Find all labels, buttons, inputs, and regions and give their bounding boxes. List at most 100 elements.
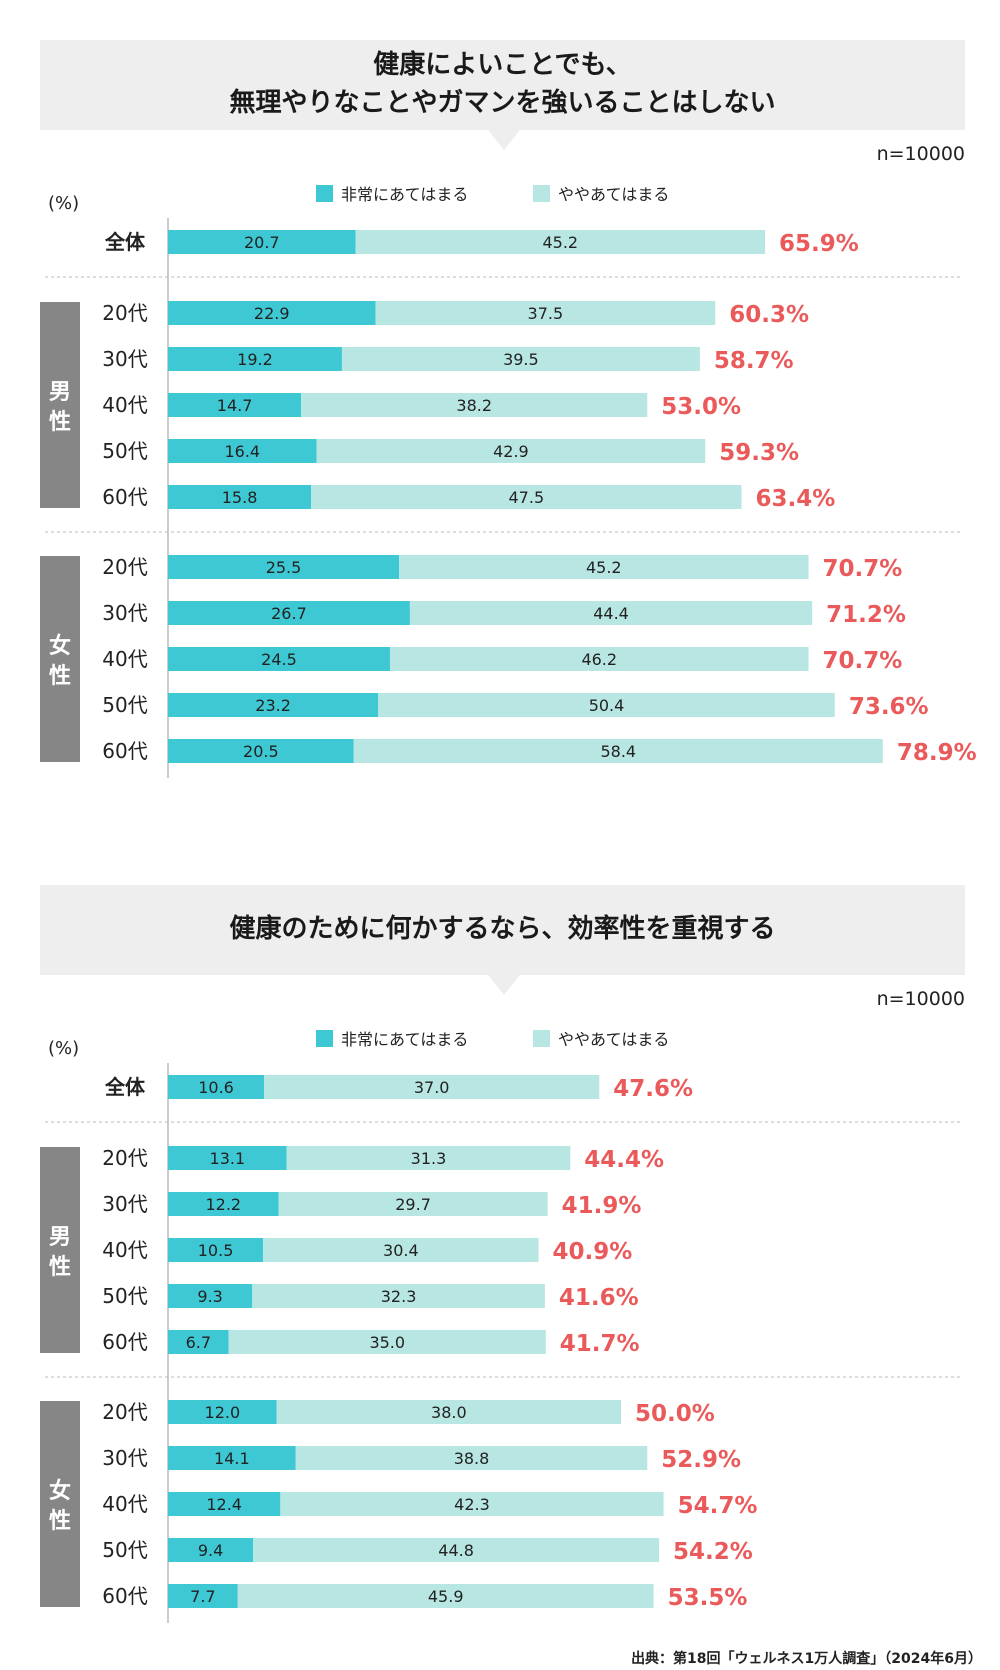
- unit-label: (%): [48, 193, 80, 214]
- bar-strong: [168, 739, 354, 763]
- bar-strong: [168, 555, 400, 579]
- total-label: 53.0%: [661, 394, 741, 420]
- total-label: 44.4%: [584, 1147, 664, 1173]
- category-label: 30代: [102, 601, 147, 625]
- value-label-some: 50.4: [589, 696, 625, 715]
- value-label-some: 38.0: [431, 1403, 467, 1422]
- value-label-strong: 22.9: [254, 304, 290, 323]
- title-pointer: [488, 975, 520, 995]
- category-label: 30代: [102, 347, 147, 371]
- bar-some: [378, 693, 835, 717]
- bar-strong: [168, 1284, 253, 1308]
- bar-some: [355, 230, 766, 254]
- total-label: 78.9%: [897, 740, 977, 766]
- value-label-some: 47.5: [509, 488, 545, 507]
- total-label: 40.9%: [553, 1239, 633, 1265]
- total-label: 60.3%: [729, 302, 809, 328]
- chart-panel-1: 健康によいことでも、 無理やりなことやガマンを強いることはしない n=10000…: [0, 0, 1000, 800]
- value-label-some: 38.8: [454, 1449, 490, 1468]
- legend-label-strong: 非常にあてはまる: [341, 185, 469, 204]
- value-label-strong: 19.2: [237, 350, 273, 369]
- source-note: 出典：第18回「ウェルネス1万人調査」（2024年6月）: [631, 1651, 982, 1667]
- legend-swatch-some: [533, 184, 550, 202]
- value-label-strong: 10.5: [198, 1241, 234, 1260]
- bar-strong: [168, 393, 302, 417]
- bar-strong: [168, 301, 376, 325]
- bar-some: [263, 1238, 539, 1262]
- group-label-male: 男性: [49, 380, 71, 435]
- total-label: 59.3%: [719, 440, 799, 466]
- value-label-some: 31.3: [411, 1149, 447, 1168]
- value-label-strong: 26.7: [271, 604, 307, 623]
- category-label: 40代: [102, 647, 147, 671]
- value-label-some: 37.0: [414, 1078, 450, 1097]
- legend-strong: 非常にあてはまる: [316, 181, 468, 205]
- bar-strong: [168, 439, 317, 463]
- total-label: 58.7%: [714, 348, 794, 374]
- value-label-strong: 12.4: [206, 1495, 242, 1514]
- bar-some: [399, 555, 809, 579]
- value-label-strong: 14.1: [214, 1449, 250, 1468]
- category-label: 40代: [102, 393, 147, 417]
- bar-some: [286, 1146, 571, 1170]
- category-label: 20代: [102, 555, 147, 579]
- legend-swatch-strong: [316, 184, 333, 202]
- legend-label-some: ややあてはまる: [558, 185, 670, 204]
- group-box-female: [40, 556, 80, 762]
- value-label-some: 32.3: [381, 1287, 417, 1306]
- category-label: 40代: [102, 1238, 147, 1262]
- value-label-strong: 10.6: [198, 1078, 234, 1097]
- value-label-strong: 16.4: [224, 442, 260, 461]
- value-label-some: 42.3: [454, 1495, 490, 1514]
- value-label-strong: 23.2: [255, 696, 291, 715]
- value-label-strong: 9.4: [198, 1541, 223, 1560]
- value-label-some: 39.5: [503, 350, 539, 369]
- group-box-male: [40, 1147, 80, 1353]
- category-label: 60代: [102, 485, 147, 509]
- value-label-some: 58.4: [600, 742, 636, 761]
- value-label-some: 45.2: [542, 233, 578, 252]
- bar-some: [353, 739, 883, 763]
- bar-strong: [168, 647, 390, 671]
- value-label-some: 30.4: [383, 1241, 419, 1260]
- bar-some: [237, 1584, 654, 1608]
- bar-some: [295, 1446, 648, 1470]
- bar-some: [341, 347, 700, 371]
- group-label-female: 女性: [49, 1478, 71, 1534]
- total-label: 41.6%: [559, 1285, 639, 1311]
- category-label: 60代: [102, 1584, 147, 1608]
- bar-strong: [168, 1538, 254, 1562]
- total-label: 63.4%: [755, 486, 835, 512]
- value-label-strong: 12.2: [205, 1195, 241, 1214]
- bar-strong: [168, 1446, 296, 1470]
- category-label: 20代: [102, 301, 147, 325]
- chart-title: 健康のために何かするなら、効率性を重視する: [40, 885, 965, 975]
- category-label: 60代: [102, 1330, 147, 1354]
- legend-swatch-some: [533, 1029, 550, 1047]
- bar-strong: [168, 693, 379, 717]
- total-label: 65.9%: [779, 231, 859, 257]
- value-label-some: 38.2: [456, 396, 492, 415]
- total-label: 54.7%: [678, 1493, 758, 1519]
- value-label-some: 37.5: [528, 304, 564, 323]
- bar-some: [264, 1075, 600, 1099]
- total-label: 71.2%: [826, 602, 906, 628]
- value-label-some: 45.9: [428, 1587, 464, 1606]
- bar-some: [252, 1284, 545, 1308]
- sample-size: n=10000: [876, 143, 965, 165]
- legend-strong: 非常にあてはまる: [316, 1026, 468, 1050]
- bar-strong: [168, 485, 312, 509]
- value-label-strong: 9.3: [197, 1287, 222, 1306]
- value-label-some: 44.8: [438, 1541, 474, 1560]
- legend-some: ややあてはまる: [533, 181, 669, 205]
- total-label: 73.6%: [849, 694, 929, 720]
- value-label-strong: 20.7: [244, 233, 280, 252]
- value-label-strong: 25.5: [266, 558, 302, 577]
- total-label: 41.9%: [562, 1193, 642, 1219]
- unit-label: (%): [48, 1038, 80, 1059]
- category-label: 20代: [102, 1146, 147, 1170]
- legend-label-some: ややあてはまる: [558, 1030, 670, 1049]
- total-label: 53.5%: [668, 1585, 748, 1611]
- value-label-strong: 14.7: [217, 396, 253, 415]
